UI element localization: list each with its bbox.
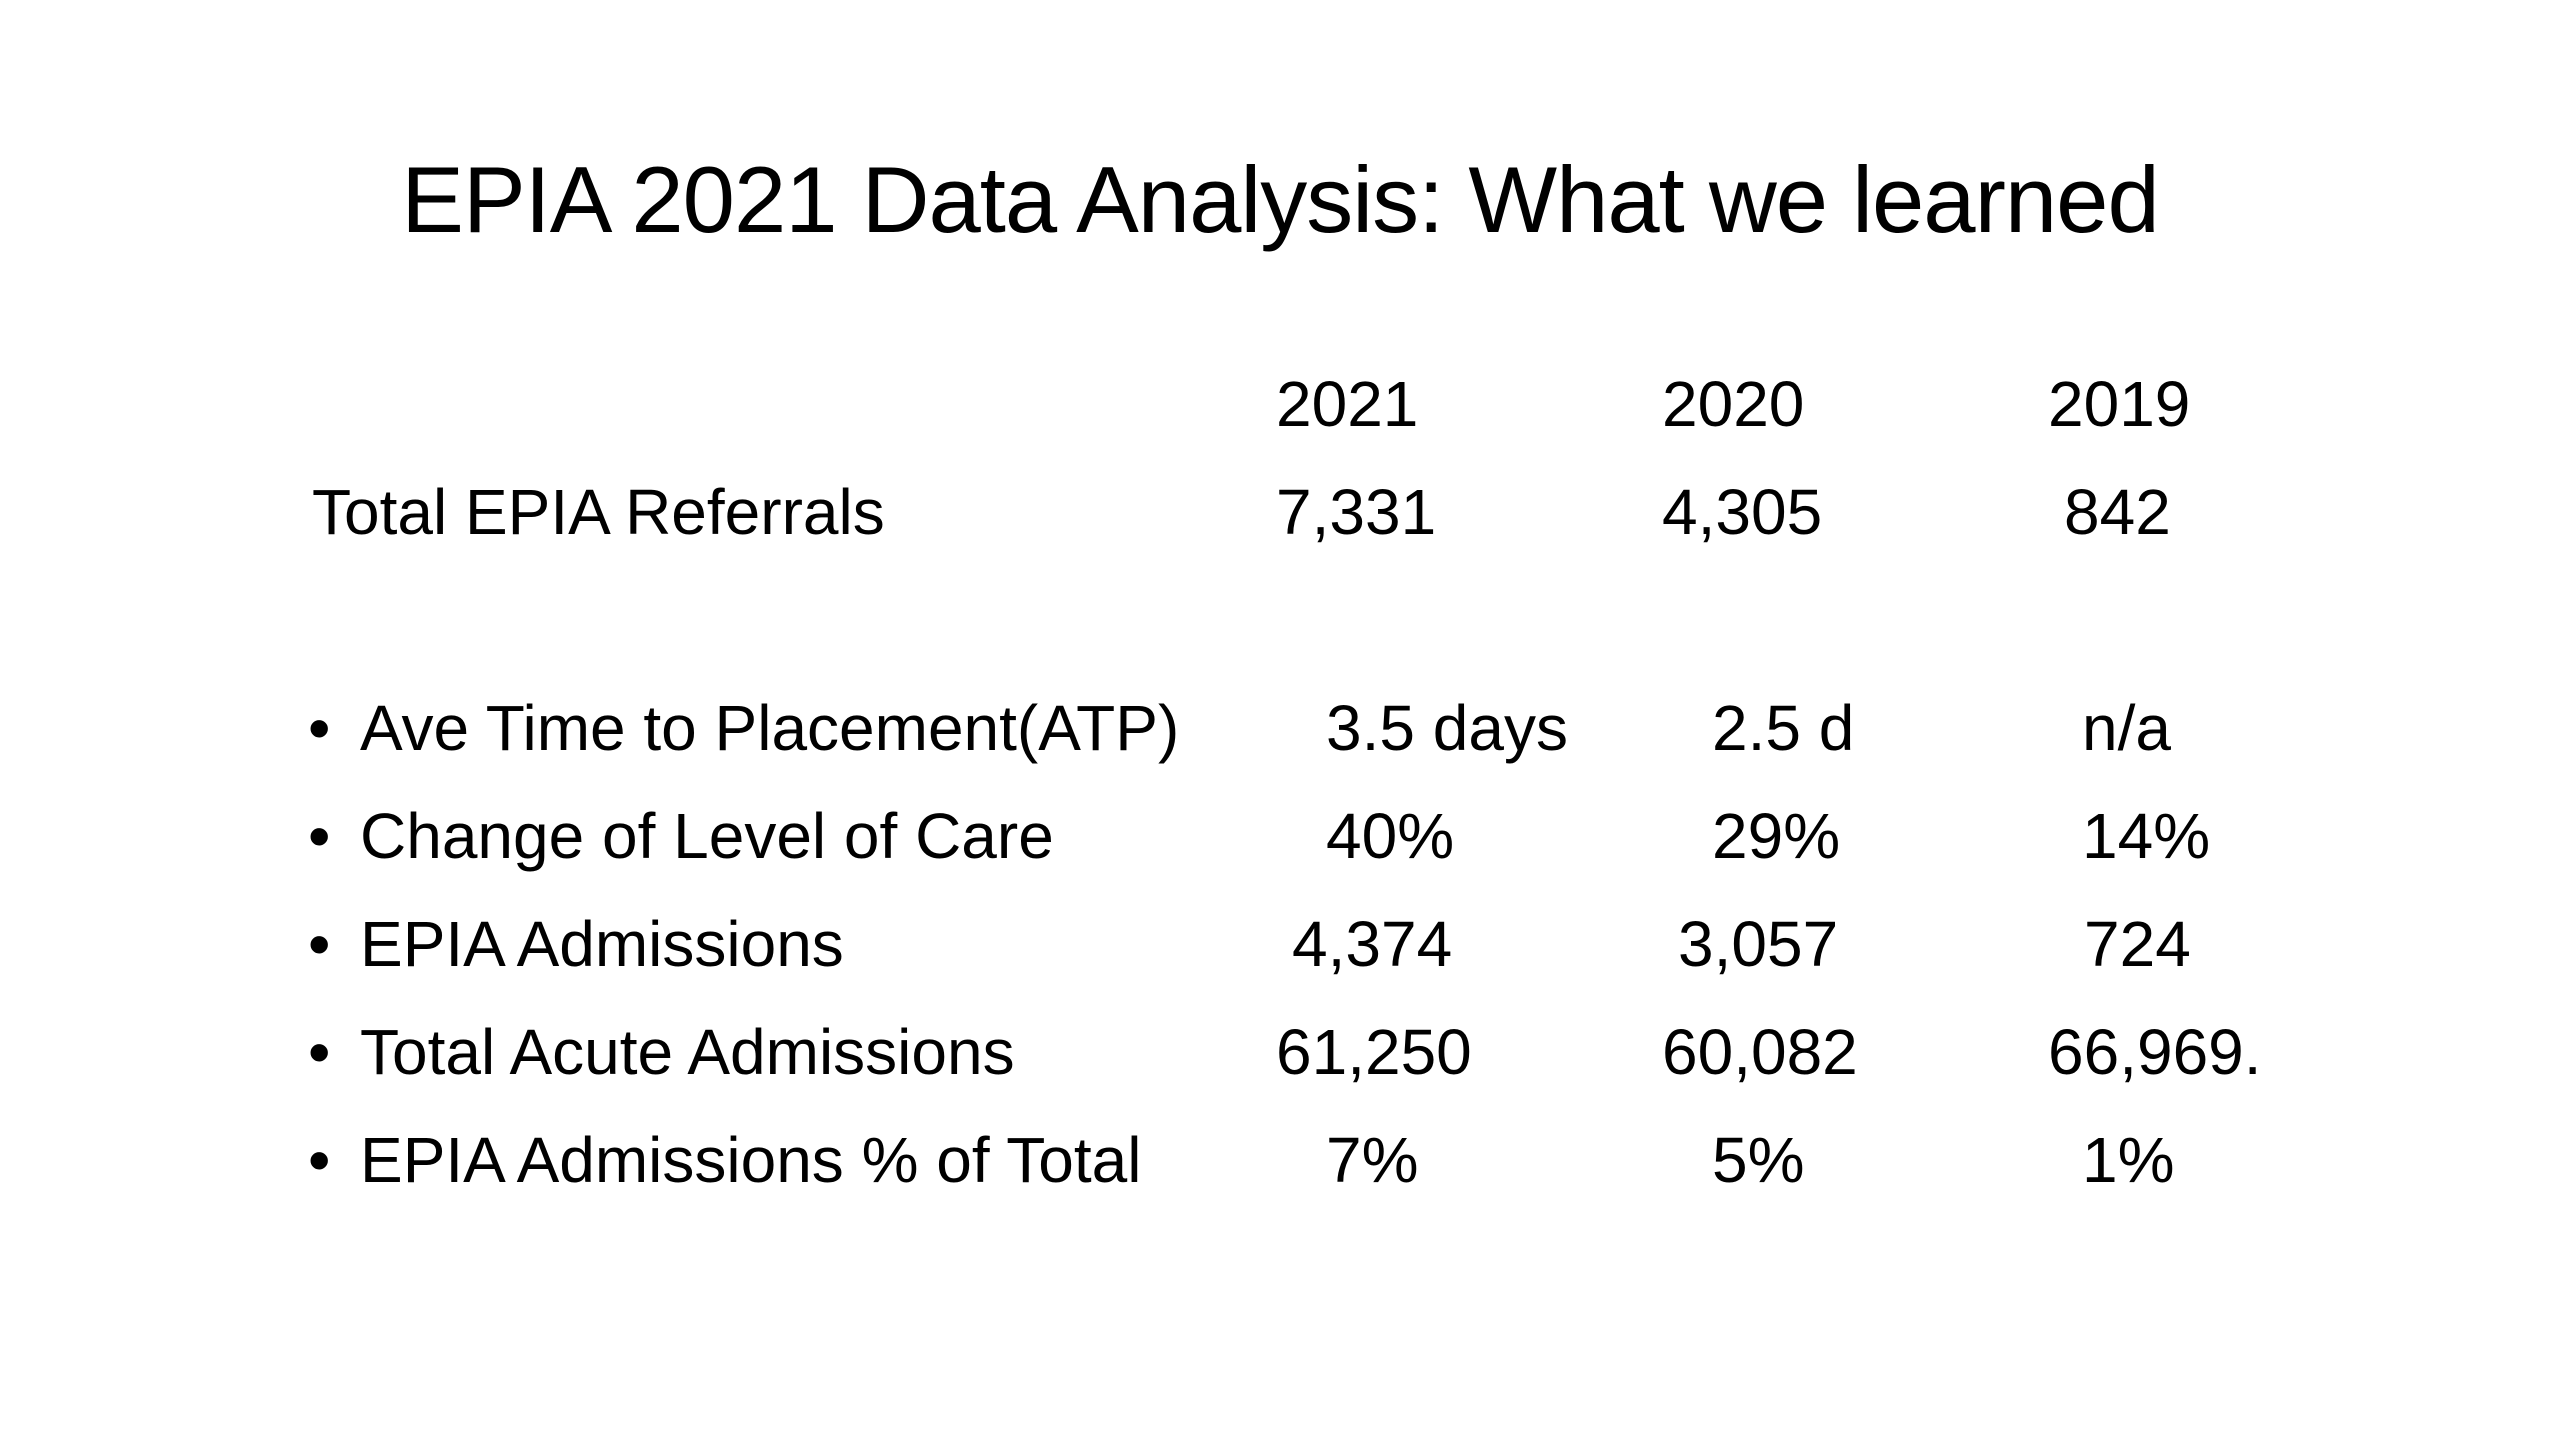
row-label: Total EPIA Referrals — [312, 476, 885, 548]
value-2021: 4,374 — [1292, 908, 1453, 980]
bullet-icon: • — [308, 800, 331, 872]
year-header-2021: 2021 — [1276, 368, 1419, 440]
value-2020: 4,305 — [1662, 476, 1823, 548]
year-header-2020: 2020 — [1662, 368, 1805, 440]
value-2019: 842 — [2064, 476, 2171, 548]
bullet-icon: • — [308, 692, 331, 764]
row-label: EPIA Admissions — [360, 908, 844, 980]
bullet-row: • Change of Level of Care 40% 29% 14% — [0, 796, 2560, 876]
row-label: Total Acute Admissions — [360, 1016, 1015, 1088]
value-2020: 29% — [1712, 800, 1841, 872]
value-2019: 724 — [2084, 908, 2191, 980]
value-2019: n/a — [2082, 692, 2171, 764]
value-2019: 14% — [2082, 800, 2211, 872]
value-2020: 3,057 — [1678, 908, 1839, 980]
value-2020: 5% — [1712, 1124, 1805, 1196]
bullet-row: • Total Acute Admissions 61,250 60,082 6… — [0, 1012, 2560, 1092]
year-header-2019: 2019 — [2048, 368, 2191, 440]
value-2021: 3.5 days — [1326, 692, 1568, 764]
slide-title: EPIA 2021 Data Analysis: What we learned — [401, 147, 2159, 252]
bullet-icon: • — [308, 908, 331, 980]
value-2021: 7% — [1326, 1124, 1419, 1196]
value-2019: 66,969. — [2048, 1016, 2262, 1088]
bullet-row: • Ave Time to Placement(ATP) 3.5 days 2.… — [0, 688, 2560, 768]
year-header-row: 2021 2020 2019 — [0, 364, 2560, 444]
value-2021: 7,331 — [1276, 476, 1437, 548]
bullet-row: • EPIA Admissions % of Total 7% 5% 1% — [0, 1120, 2560, 1200]
value-2020: 2.5 d — [1712, 692, 1855, 764]
bullet-icon: • — [308, 1016, 331, 1088]
row-label: Change of Level of Care — [360, 800, 1054, 872]
value-2021: 40% — [1326, 800, 1455, 872]
bullet-row: • EPIA Admissions 4,374 3,057 724 — [0, 904, 2560, 984]
bullet-icon: • — [308, 1124, 331, 1196]
value-2019: 1% — [2082, 1124, 2175, 1196]
value-2020: 60,082 — [1662, 1016, 1858, 1088]
total-referrals-row: Total EPIA Referrals 7,331 4,305 842 — [0, 472, 2560, 552]
row-label: EPIA Admissions % of Total — [360, 1124, 1142, 1196]
value-2021: 61,250 — [1276, 1016, 1472, 1088]
row-label: Ave Time to Placement(ATP) — [360, 692, 1180, 764]
